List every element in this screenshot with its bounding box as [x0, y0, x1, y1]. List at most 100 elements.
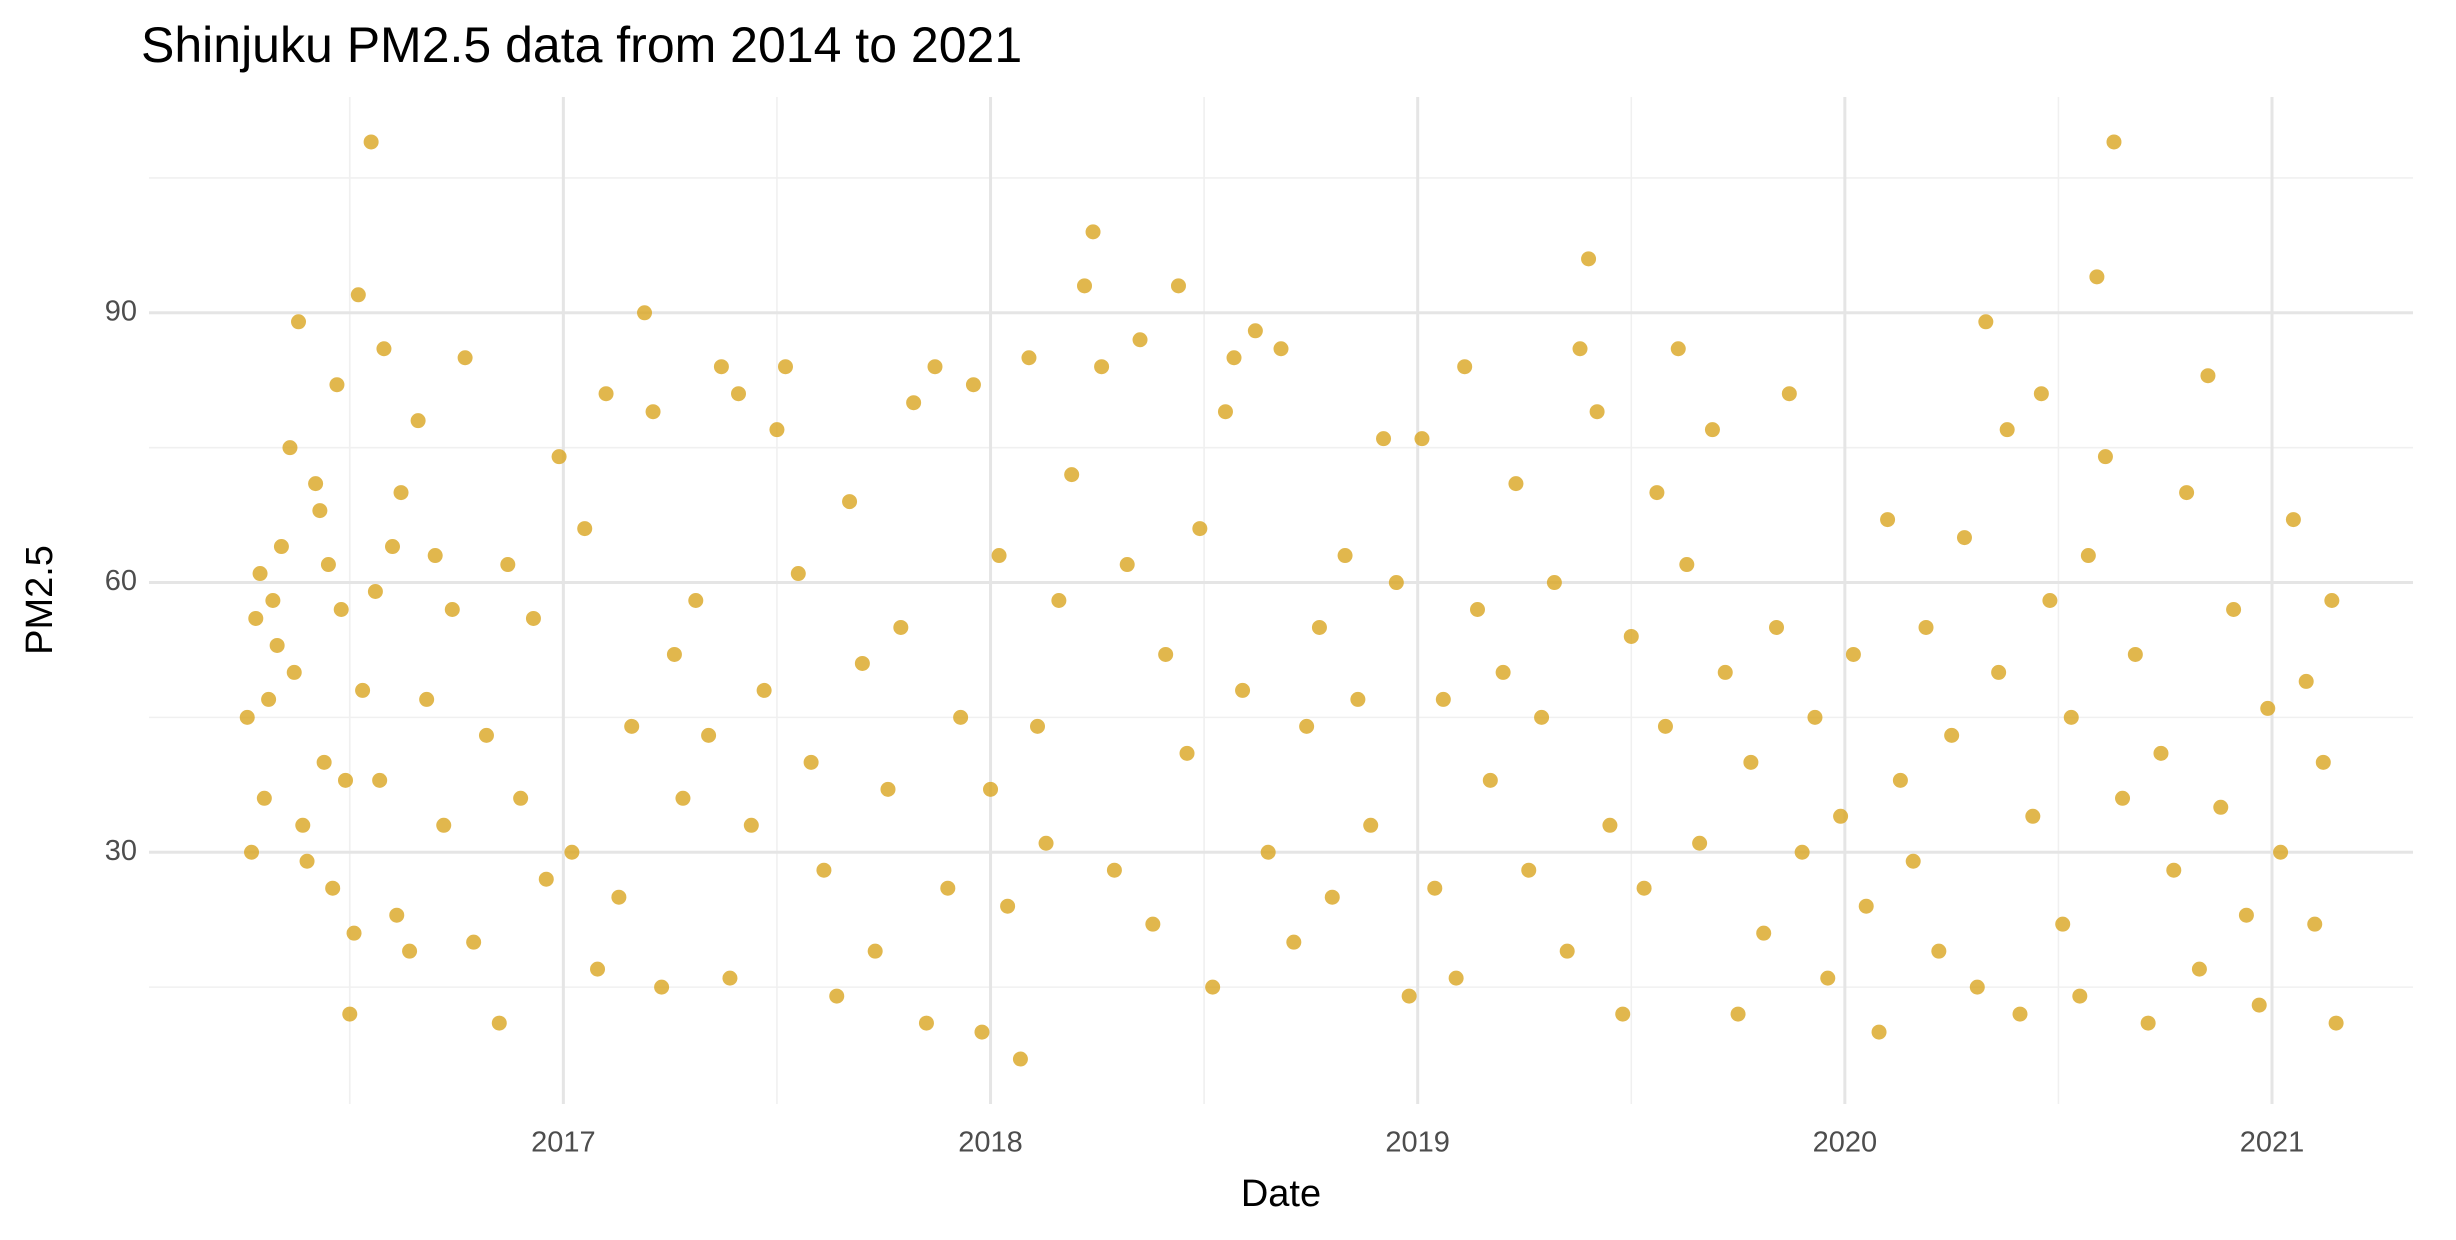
point	[1581, 251, 1597, 267]
point	[261, 691, 277, 707]
point	[2191, 961, 2207, 977]
point	[2063, 709, 2079, 725]
y-tick-label: 30	[105, 835, 137, 867]
point	[1807, 709, 1823, 725]
point	[1085, 224, 1101, 240]
point	[1623, 628, 1639, 644]
point	[1636, 880, 1652, 896]
point	[983, 781, 999, 797]
point	[1179, 745, 1195, 761]
point	[1000, 898, 1016, 914]
point	[295, 817, 311, 833]
point	[1051, 593, 1067, 608]
point	[2025, 808, 2041, 824]
point	[1217, 404, 1233, 420]
point	[436, 817, 452, 833]
point	[940, 880, 956, 896]
point	[730, 386, 746, 402]
point	[1794, 844, 1810, 860]
point	[1226, 350, 1242, 366]
point	[713, 359, 729, 375]
point	[248, 610, 264, 626]
point	[1401, 988, 1417, 1004]
point	[701, 727, 717, 743]
point	[675, 790, 691, 806]
point	[325, 880, 341, 896]
point	[1012, 1051, 1028, 1067]
point	[654, 979, 670, 995]
point	[265, 593, 281, 608]
point	[538, 871, 554, 887]
point	[2328, 1015, 2344, 1031]
point	[880, 781, 896, 797]
point	[1260, 844, 1276, 860]
point	[350, 287, 366, 303]
point	[2153, 745, 2169, 761]
point	[1094, 359, 1110, 375]
point	[1286, 934, 1302, 950]
point	[525, 610, 541, 626]
point	[312, 503, 328, 519]
point	[1534, 709, 1550, 725]
point	[2200, 368, 2216, 384]
point	[790, 566, 806, 582]
point	[1880, 512, 1896, 528]
point	[1030, 718, 1046, 734]
point	[286, 664, 302, 680]
point	[1918, 619, 1934, 635]
point	[1679, 557, 1695, 573]
point	[308, 476, 324, 492]
point	[577, 521, 593, 537]
point	[269, 637, 285, 653]
point	[927, 359, 943, 375]
point	[410, 413, 426, 429]
point	[2012, 1006, 2028, 1022]
point	[2042, 593, 2058, 608]
point	[777, 359, 793, 375]
point	[1944, 727, 1960, 743]
point	[1495, 664, 1511, 680]
point	[1435, 691, 1451, 707]
point	[2213, 799, 2229, 815]
point	[2115, 790, 2131, 806]
point	[273, 539, 289, 555]
point	[1106, 862, 1122, 878]
point	[2285, 512, 2301, 528]
point	[1602, 817, 1618, 833]
point	[363, 134, 379, 150]
point	[1077, 278, 1093, 294]
point	[1311, 619, 1327, 635]
point	[1205, 979, 1221, 995]
point	[1781, 386, 1797, 402]
point	[624, 718, 640, 734]
point	[444, 601, 460, 617]
point	[244, 844, 260, 860]
point	[282, 440, 298, 456]
x-axis-title: Date	[1241, 1173, 1321, 1215]
point	[1457, 359, 1473, 375]
point	[1427, 880, 1443, 896]
point	[1170, 278, 1186, 294]
point	[1376, 431, 1392, 447]
point	[1119, 557, 1135, 573]
point	[974, 1024, 990, 1040]
point	[1145, 916, 1161, 932]
point	[991, 548, 1007, 564]
point	[842, 494, 858, 510]
point	[1559, 943, 1575, 959]
point	[1482, 772, 1498, 788]
point	[355, 682, 371, 698]
point	[637, 305, 653, 321]
point	[1833, 808, 1849, 824]
point	[1064, 467, 1080, 483]
point	[466, 934, 482, 950]
point	[769, 422, 785, 438]
point	[688, 593, 704, 608]
point	[2315, 754, 2331, 770]
point	[393, 485, 409, 501]
point	[291, 314, 307, 330]
point	[1388, 575, 1404, 591]
point	[1615, 1006, 1631, 1022]
point	[1704, 422, 1720, 438]
